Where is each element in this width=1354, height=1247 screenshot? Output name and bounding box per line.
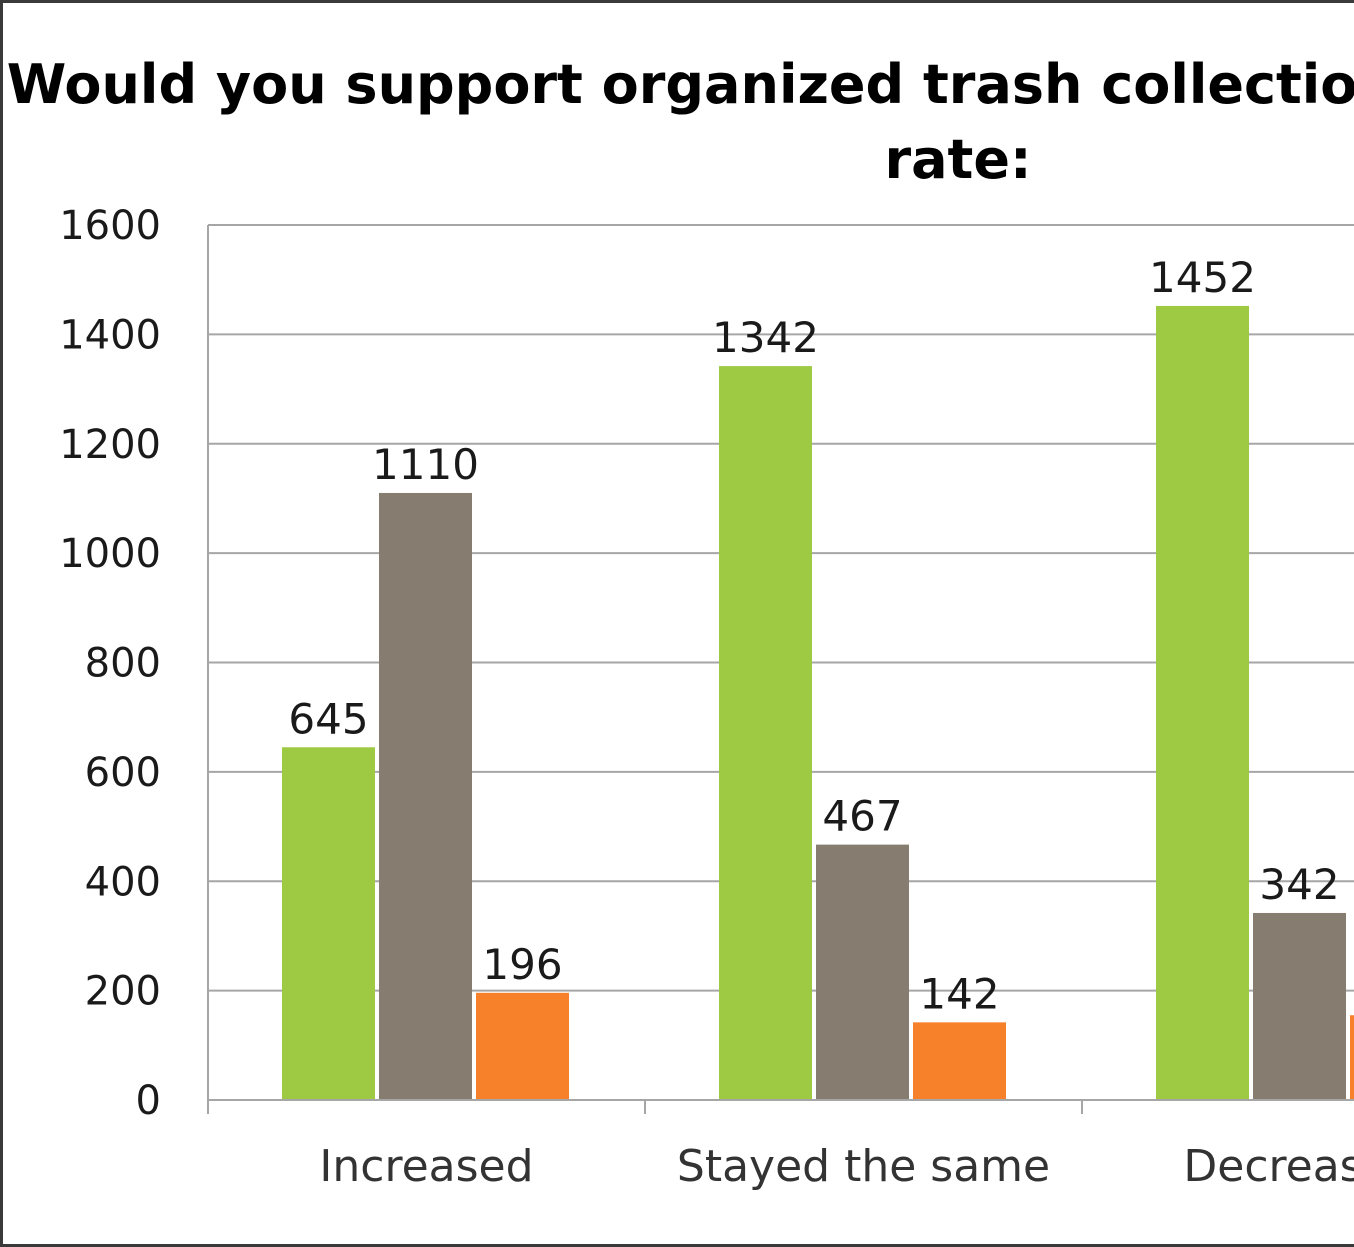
bar [1253,912,1346,1100]
category-label: Increased [319,1141,533,1192]
bar [913,1022,1006,1100]
bar [476,992,569,1100]
category-label: Stayed the same [677,1141,1050,1192]
bars [282,305,1354,1100]
y-axis: 0 200 400 600 800 1000 1200 1400 1600 [59,203,209,1124]
data-labels: 645111019613424671421452342155 [288,253,1339,1018]
x-axis: Increased Stayed the same Decreased [207,1099,1354,1192]
bar [282,747,375,1100]
bar [1156,305,1249,1100]
data-label: 342 [1259,860,1339,909]
bar [816,844,909,1100]
bar [379,492,472,1100]
y-tick-label: 1600 [59,203,161,249]
bar [1350,1015,1354,1100]
y-tick-label: 200 [85,969,161,1015]
data-label: 196 [482,940,562,989]
data-label: 467 [822,792,902,841]
y-tick-label: 400 [85,859,161,905]
bar-chart: 0 200 400 600 800 1000 1200 1400 1600 645 1110 196… [59,203,1354,1192]
data-label: 1452 [1149,253,1256,302]
y-tick-label: 1000 [59,531,161,577]
y-tick-label: 1400 [59,312,161,358]
category-label: Decreased [1183,1141,1354,1192]
chart-title: Would you support organized trash collec… [6,53,1354,191]
y-tick-label: 0 [136,1078,161,1124]
data-label: 645 [288,694,368,743]
bar [719,366,812,1100]
data-label: 142 [919,969,999,1018]
y-tick-label: 1200 [59,422,161,468]
y-tick-label: 600 [85,750,161,796]
y-tick-label: 800 [85,641,161,687]
data-label: 1342 [712,313,819,362]
data-label: 1110 [372,440,479,489]
